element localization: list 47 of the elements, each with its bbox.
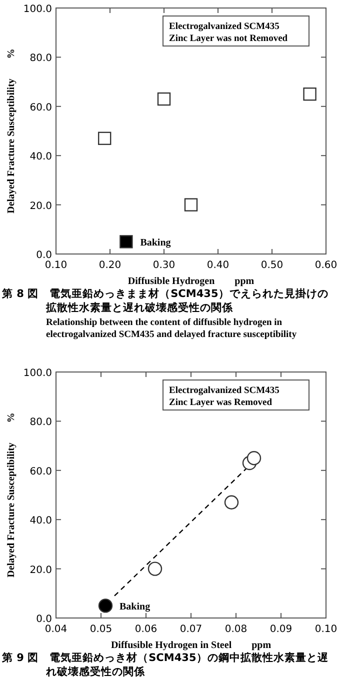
point bbox=[157, 92, 171, 106]
x-tick-label: 0.50 bbox=[260, 260, 284, 271]
y-tick-label: 100.0 bbox=[23, 368, 52, 379]
y-tick-label: 40.0 bbox=[30, 152, 52, 163]
x-tick-label: 0.20 bbox=[98, 260, 122, 271]
x-tick-label: 0.10 bbox=[44, 260, 68, 271]
point bbox=[148, 562, 162, 576]
x-tick-label: 0.30 bbox=[152, 260, 176, 271]
y-tick-label: 60.0 bbox=[30, 102, 52, 114]
point bbox=[246, 451, 262, 466]
x-tick-label: 0.60 bbox=[314, 260, 337, 271]
point bbox=[120, 235, 133, 248]
x-axis-title: Diffusible Hydrogen in Steel ppm bbox=[110, 640, 272, 651]
text: 第 9 図 電気亜鉛めっき材（SCM435）の鋼中拡散性水素量と遅れ破壊感受性の関係 bbox=[1, 651, 328, 678]
text: Relationship between the content of diffusible hydrogen in electrogalvanized SCM435 and delayed fracture susceptibility bbox=[46, 318, 297, 340]
point bbox=[303, 88, 316, 101]
x-tick-label: 0.40 bbox=[206, 260, 230, 271]
text: 第 8 図 電気亜鉛めっきまま材（SCM435）でえられた見掛けの拡散性水素量と遅れ破壊感受性の関係 bbox=[1, 287, 328, 314]
y-tick-label: 100.0 bbox=[23, 4, 52, 15]
x-tick-label: 0.07 bbox=[180, 624, 202, 635]
x-tick-label: 0.10 bbox=[314, 624, 337, 635]
x-tick-label: 0.04 bbox=[44, 624, 68, 635]
y-tick-label: 60.0 bbox=[30, 466, 52, 478]
y-axis-title: Delayed Fracture Susceptibility % bbox=[6, 48, 17, 214]
y-tick-label: 20.0 bbox=[30, 564, 52, 576]
y-tick-label: 80.0 bbox=[30, 53, 52, 64]
series-label: Baking bbox=[120, 602, 150, 613]
point bbox=[98, 132, 112, 145]
y-tick-label: 40.0 bbox=[30, 516, 52, 527]
x-tick-label: 0.09 bbox=[270, 624, 292, 635]
text-box: Electrogalvanized SCM435 Zinc Layer was Removed bbox=[162, 380, 310, 410]
point bbox=[224, 495, 239, 510]
x-tick-label: 0.05 bbox=[90, 624, 112, 635]
y-tick-label: 0.0 bbox=[36, 614, 52, 625]
annotation: Electrogalvanized SCM435 Zinc Layer was not Removed bbox=[169, 22, 288, 44]
y-tick-label: 20.0 bbox=[30, 200, 52, 212]
point bbox=[98, 598, 113, 613]
y-tick-label: 0.0 bbox=[36, 250, 52, 261]
text-box: Electrogalvanized SCM435 Zinc Layer was not Removed bbox=[162, 16, 310, 46]
annotation: Electrogalvanized SCM435 Zinc Layer was Removed bbox=[169, 386, 280, 408]
x-tick-label: 0.08 bbox=[224, 624, 248, 635]
y-axis-title: Delayed Fracture Susceptibility % bbox=[6, 412, 17, 578]
x-tick-label: 0.06 bbox=[134, 624, 158, 635]
point bbox=[184, 198, 198, 212]
series-label: Baking bbox=[140, 238, 171, 249]
y-tick-label: 80.0 bbox=[30, 417, 52, 428]
x-axis-title: Diffusible Hydrogen ppm bbox=[128, 276, 255, 287]
